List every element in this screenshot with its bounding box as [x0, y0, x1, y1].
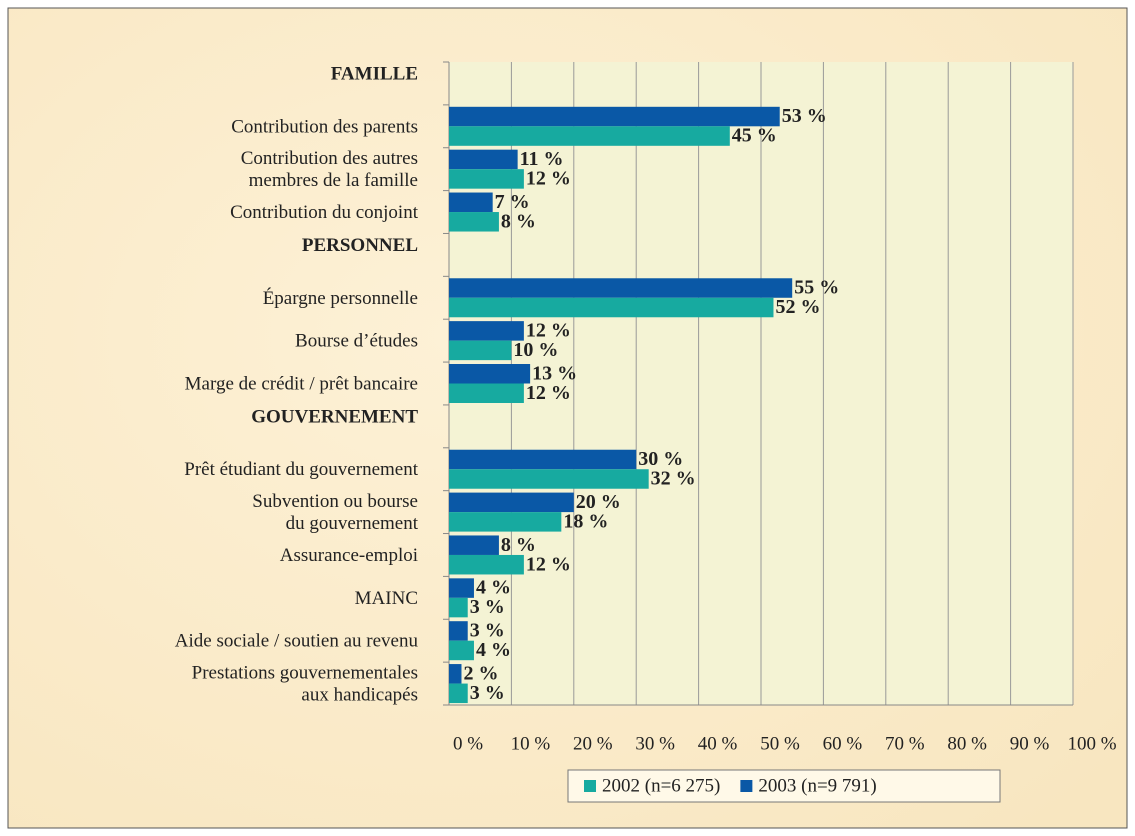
data-label: 12 % [526, 319, 571, 341]
x-tick-label: 40 % [698, 733, 738, 754]
legend-label: 2002 (n=6 275) [602, 775, 720, 796]
data-label: 52 % [775, 296, 820, 318]
y-tick-label: MAINC [355, 588, 418, 609]
data-label: 10 % [513, 339, 558, 361]
group-header: FAMILLE [331, 64, 418, 85]
bar [449, 621, 468, 641]
group-header: PERSONNEL [302, 235, 418, 256]
x-tick-label: 20 % [573, 733, 613, 754]
data-label: 2 % [463, 662, 498, 684]
data-label: 8 % [501, 210, 536, 232]
x-tick-label: 90 % [1010, 733, 1050, 754]
legend [567, 769, 1001, 803]
bar [449, 449, 637, 470]
bar [449, 192, 493, 213]
data-label: 12 % [526, 553, 571, 575]
bar [449, 340, 512, 361]
bar [449, 469, 649, 489]
legend-label: 2003 (n=9 791) [758, 775, 876, 796]
x-tick-label: 50 % [760, 733, 800, 754]
y-tick-label: Marge de crédit / prêt bancaire [185, 374, 418, 395]
bar [449, 492, 574, 513]
bar [449, 554, 524, 575]
y-tick-label: Prestations gouvernementales aux handicap… [192, 663, 418, 706]
bar [449, 597, 468, 618]
bar [449, 683, 468, 704]
bar [449, 640, 474, 661]
bar [449, 297, 774, 318]
bar [449, 364, 531, 384]
bar [449, 578, 474, 598]
y-tick-label: Contribution du conjoint [230, 202, 419, 223]
y-tick-label: Contribution des autres membres de la fam… [241, 149, 418, 192]
bar [449, 149, 518, 170]
bar [449, 169, 524, 189]
legend-swatch [740, 780, 753, 792]
data-label: 8 % [501, 534, 536, 556]
data-label: 11 % [520, 148, 564, 170]
x-tick-label: 10 % [511, 733, 551, 754]
bar [449, 383, 524, 403]
data-label: 30 % [638, 448, 683, 470]
data-label: 3 % [470, 682, 505, 704]
data-label: 7 % [495, 191, 530, 213]
bar [449, 512, 562, 532]
bar [449, 106, 780, 127]
data-label: 13 % [532, 362, 577, 384]
data-label: 32 % [651, 468, 696, 490]
bar [449, 212, 499, 232]
data-label: 12 % [526, 168, 571, 190]
data-label: 53 % [782, 105, 827, 127]
x-tick-label: 30 % [635, 733, 675, 754]
bar [449, 321, 524, 341]
data-label: 3 % [470, 596, 505, 618]
data-label: 20 % [576, 491, 621, 513]
y-tick-label: Aide sociale / soutien au revenu [175, 631, 419, 652]
y-tick-label: Épargne personnelle [263, 287, 418, 309]
bar [449, 126, 730, 146]
data-label: 3 % [470, 620, 505, 642]
group-header: GOUVERNEMENT [251, 407, 418, 428]
x-tick-label: 70 % [885, 733, 925, 754]
data-label: 12 % [526, 382, 571, 404]
data-label: 4 % [476, 577, 511, 599]
legend-swatch [584, 780, 596, 792]
x-tick-label: 100 % [1067, 733, 1116, 754]
x-tick-label: 0 % [453, 733, 483, 754]
data-label: 45 % [732, 125, 777, 147]
x-tick-label: 60 % [823, 733, 863, 754]
y-tick-label: Assurance-emploi [280, 545, 418, 566]
data-label: 4 % [476, 639, 511, 661]
y-tick-label: Contribution des parents [231, 117, 418, 138]
y-tick-label: Prêt étudiant du gouvernement [184, 460, 418, 481]
y-tick-label: Bourse d’études [295, 331, 418, 352]
bar [449, 664, 462, 684]
bar [449, 535, 499, 555]
bar [449, 278, 793, 298]
data-label: 18 % [563, 510, 608, 532]
x-tick-label: 80 % [947, 733, 987, 754]
data-label: 55 % [794, 277, 839, 299]
y-tick-label: Subvention ou bourse du gouvernement [252, 491, 418, 534]
